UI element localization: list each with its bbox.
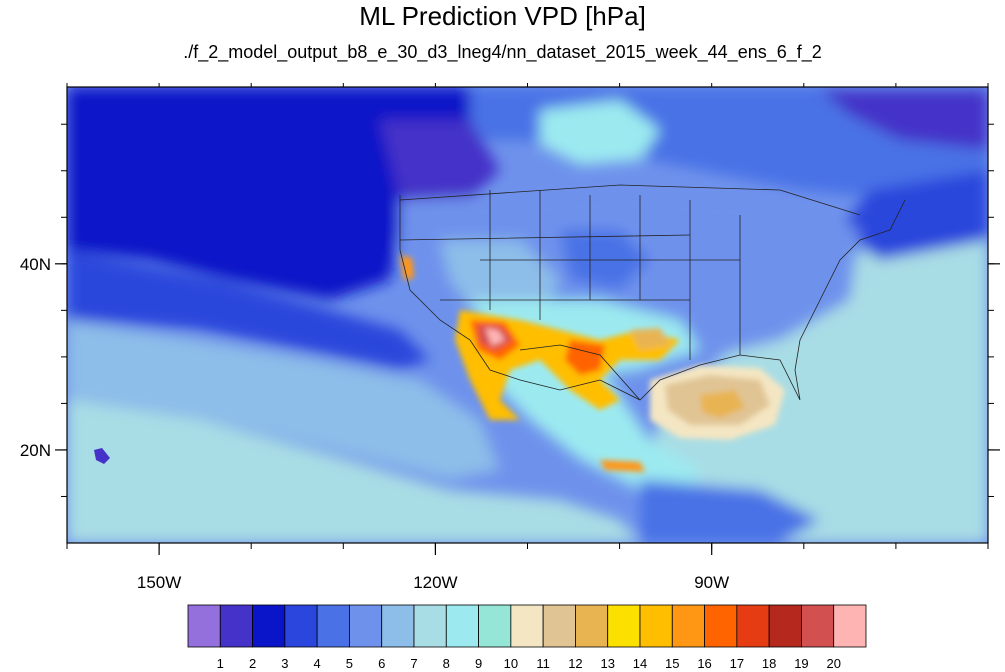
colorbar-label: 18	[762, 656, 776, 671]
vpd-field	[67, 87, 988, 543]
colorbar-swatch	[478, 604, 512, 648]
colorbar-label: 12	[568, 656, 582, 671]
colorbar-label: 14	[633, 656, 647, 671]
colorbar-label: 17	[730, 656, 744, 671]
colorbar-swatch	[219, 604, 253, 648]
colorbar-label: 13	[600, 656, 614, 671]
colorbar-label: 20	[826, 656, 840, 671]
colorbar-label: 7	[410, 656, 417, 671]
colorbar-swatch	[639, 604, 673, 648]
lon-tick-label: 120W	[413, 573, 457, 592]
colorbar-swatch	[607, 604, 641, 648]
lat-tick-label: 20N	[20, 441, 51, 460]
colorbar-label: 1	[217, 656, 224, 671]
colorbar-swatch	[833, 604, 867, 648]
hawaii-island	[94, 448, 110, 464]
colorbar-label: 8	[443, 656, 450, 671]
colorbar-swatch	[542, 604, 576, 648]
colorbar-swatch	[284, 604, 318, 648]
lon-tick-label: 150W	[137, 573, 181, 592]
state-borders	[399, 184, 906, 401]
colorbar-swatch	[768, 604, 802, 648]
colorbar-label: 3	[281, 656, 288, 671]
colorbar-label: 6	[378, 656, 385, 671]
colorbar-swatch	[510, 604, 544, 648]
colorbar-swatch	[704, 604, 738, 648]
colorbar-swatch	[736, 604, 770, 648]
colorbar-swatch	[413, 604, 447, 648]
chart-title: ML Prediction VPD [hPa]	[359, 1, 646, 31]
colorbar-swatch	[187, 604, 221, 648]
colorbar-swatch	[381, 604, 415, 648]
colorbar-label: 19	[794, 656, 808, 671]
colorbar-swatch	[445, 604, 479, 648]
colorbar-label: 4	[314, 656, 321, 671]
colorbar-label: 11	[536, 656, 550, 671]
colorbar-label: 10	[504, 656, 518, 671]
colorbar-label: 9	[475, 656, 482, 671]
longitude-ticks: 150W 120W 90W	[66, 83, 989, 592]
colorbar-swatch	[801, 604, 835, 648]
colorbar-swatch	[671, 604, 705, 648]
colorbar-swatch	[349, 604, 383, 648]
colorbar-swatch	[575, 604, 609, 648]
colorbar-swatch	[252, 604, 286, 648]
colorbar-label: 5	[346, 656, 353, 671]
colorbar-label: 16	[697, 656, 711, 671]
colorbar-swatch	[316, 604, 350, 648]
colorbar-label: 15	[665, 656, 679, 671]
chart-subtitle: ./f_2_model_output_b8_e_30_d3_lneg4/nn_d…	[183, 42, 822, 62]
lat-tick-label: 40N	[20, 255, 51, 274]
colorbar: 1 2 3 4 5 6 7 8 9 10 11 12 13 14 15 16 17 18 19 20	[187, 604, 867, 671]
latitude-ticks: 20N 40N	[20, 123, 1000, 497]
colorbar-label: 2	[249, 656, 256, 671]
lon-tick-label: 90W	[694, 573, 729, 592]
